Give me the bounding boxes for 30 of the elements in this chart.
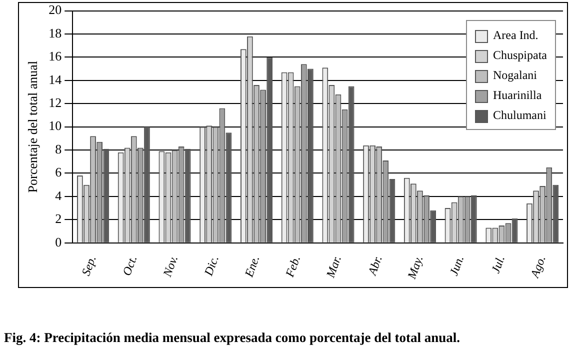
y-tick-label: 10 [48,118,62,134]
x-tick-label: Mar. [322,254,344,280]
y-tick-label: 16 [48,48,62,64]
x-tick-label: Oct. [120,254,140,278]
x-tick-label: Ene. [241,254,262,280]
legend-label: Chulumani [492,107,547,124]
y-tick-label: 12 [48,95,62,110]
x-tick-label: Jun. [446,254,467,278]
y-tick-label: 14 [48,72,62,87]
y-tick-label: 4 [55,188,62,203]
y-tick-label: 6 [55,164,62,180]
text: Fig. 4: Precipitación media mensual expresada como porcentaje del total anual. [4,330,460,346]
x-tick-label: May. [404,254,426,282]
y-tick-label: 18 [48,25,62,40]
y-tick-label: 2 [55,211,62,226]
legend-label: Huarinilla [492,87,543,104]
x-tick-label: Abr. [364,254,385,278]
x-tick-label: Jul. [488,254,508,275]
x-tick-label: Dic. [200,254,222,278]
x-tick-label: Sep. [78,254,99,278]
x-tick-label: Feb. [282,254,304,280]
y-tick-label: 0 [55,234,62,250]
x-tick-label: Nov. [160,254,181,280]
legend-label: Chuspipata [492,47,547,64]
legend-label: Area Ind. [492,27,540,44]
y-tick-label: 8 [55,141,62,156]
y-tick-label: 20 [48,2,62,18]
legend-label: Nogalani [492,67,538,84]
x-tick-label: Ago. [527,254,548,280]
y-axis-title: Porcentaje del total anual [25,60,40,193]
